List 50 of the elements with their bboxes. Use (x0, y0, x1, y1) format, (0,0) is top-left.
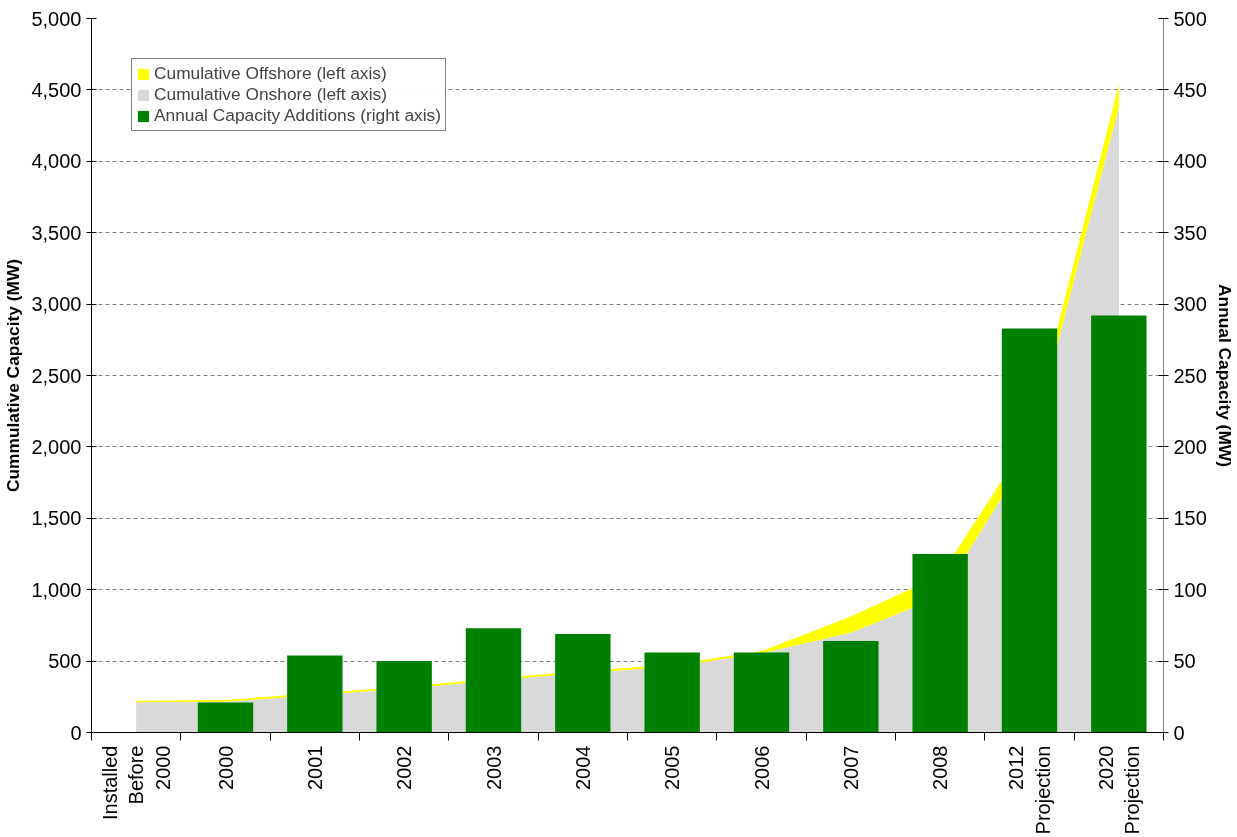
x-tick-label: 2008 (929, 745, 952, 790)
y-tick-label: 4,000 (31, 150, 82, 173)
x-tick-label: 2001 (303, 745, 326, 790)
y2-tick-label: 150 (1173, 507, 1207, 530)
bar (555, 633, 611, 733)
y-tick-label: 2,500 (31, 364, 82, 387)
bar (1091, 315, 1147, 733)
y-tick-label: 500 (48, 650, 82, 673)
bar (1001, 328, 1058, 733)
y2-tick-label: 0 (1173, 721, 1185, 744)
y-axis-title: Cummulative Capacity (MW) (3, 259, 24, 492)
y-tick-label: 3,000 (31, 293, 82, 316)
bar (644, 652, 700, 733)
legend-label: Annual Capacity Additions (right axis) (154, 105, 442, 126)
x-tick-label: 2003 (482, 745, 505, 790)
y2-axis-title: Annual Capacity (MW) (1214, 284, 1235, 467)
bar (912, 554, 968, 733)
y-tick-label: 5,000 (31, 7, 82, 30)
y2-tick-label: 300 (1173, 293, 1207, 316)
y2-tick-label: 400 (1173, 150, 1207, 173)
bar (465, 628, 522, 733)
y-tick-label: 2,000 (31, 435, 82, 458)
y2-tick-label: 100 (1173, 578, 1207, 601)
y2-tick-label: 350 (1173, 221, 1207, 244)
x-tick-label: 2005 (661, 745, 684, 790)
y2-tick-label: 250 (1173, 364, 1207, 387)
bar (287, 655, 343, 733)
x-tick-label: 2004 (571, 745, 594, 790)
y-tick-label: 1,500 (31, 507, 82, 530)
x-tick-label: 2020 Projection (1094, 745, 1144, 835)
y2-tick-label: 200 (1173, 435, 1207, 458)
legend-label: Cumulative Onshore (left axis) (154, 84, 388, 105)
y2-tick-label: 500 (1173, 7, 1207, 30)
x-tick-label: 2007 (839, 745, 862, 790)
y-tick-label: 1,000 (31, 578, 82, 601)
x-tick-label: Installed Before 2000 (98, 745, 174, 820)
bar (197, 702, 254, 733)
y-tick-label: 4,500 (31, 78, 82, 101)
y-tick-label: 0 (70, 721, 82, 744)
bar (823, 641, 879, 733)
y-tick-label: 3,500 (31, 221, 82, 244)
bar (733, 652, 790, 733)
x-tick-label: 2002 (393, 745, 416, 790)
x-tick-label: 2000 (214, 745, 237, 790)
y2-tick-label: 450 (1173, 78, 1207, 101)
legend-label: Cumulative Offshore (left axis) (154, 63, 387, 84)
bar (376, 661, 432, 733)
y2-tick-label: 50 (1173, 650, 1196, 673)
x-tick-label: 2012 Projection (1005, 745, 1054, 835)
x-tick-label: 2006 (750, 745, 773, 790)
